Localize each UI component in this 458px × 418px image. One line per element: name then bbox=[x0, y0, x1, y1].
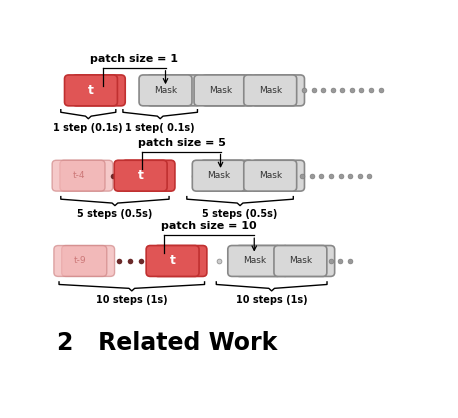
FancyBboxPatch shape bbox=[282, 245, 335, 276]
Text: t-9: t-9 bbox=[74, 257, 87, 265]
FancyBboxPatch shape bbox=[139, 75, 192, 106]
Text: 10 steps (1s): 10 steps (1s) bbox=[236, 295, 307, 305]
FancyBboxPatch shape bbox=[244, 75, 297, 106]
FancyBboxPatch shape bbox=[251, 75, 305, 106]
FancyBboxPatch shape bbox=[52, 160, 105, 191]
FancyBboxPatch shape bbox=[62, 245, 114, 276]
Text: 5 steps (0.5s): 5 steps (0.5s) bbox=[77, 209, 153, 219]
FancyBboxPatch shape bbox=[147, 75, 200, 106]
FancyBboxPatch shape bbox=[228, 245, 281, 276]
FancyBboxPatch shape bbox=[202, 75, 255, 106]
FancyBboxPatch shape bbox=[60, 160, 113, 191]
FancyBboxPatch shape bbox=[65, 75, 117, 106]
Text: 10 steps (1s): 10 steps (1s) bbox=[96, 295, 168, 305]
Text: t-4: t-4 bbox=[72, 171, 85, 180]
FancyBboxPatch shape bbox=[194, 75, 247, 106]
Text: Mask: Mask bbox=[259, 86, 282, 95]
Text: Mask: Mask bbox=[243, 257, 266, 265]
Text: Mask: Mask bbox=[154, 86, 177, 95]
FancyBboxPatch shape bbox=[54, 245, 107, 276]
Text: Mask: Mask bbox=[259, 171, 282, 180]
FancyBboxPatch shape bbox=[244, 160, 297, 191]
Text: Mask: Mask bbox=[209, 86, 232, 95]
Text: 5 steps (0.5s): 5 steps (0.5s) bbox=[202, 209, 278, 219]
FancyBboxPatch shape bbox=[72, 75, 125, 106]
Text: Mask: Mask bbox=[207, 171, 230, 180]
FancyBboxPatch shape bbox=[122, 160, 175, 191]
Text: patch size = 10: patch size = 10 bbox=[161, 222, 257, 232]
Text: t: t bbox=[138, 169, 144, 182]
Text: patch size = 5: patch size = 5 bbox=[137, 138, 225, 148]
FancyBboxPatch shape bbox=[114, 160, 167, 191]
Text: 2   Related Work: 2 Related Work bbox=[57, 331, 278, 355]
FancyBboxPatch shape bbox=[146, 245, 199, 276]
Text: patch size = 1: patch size = 1 bbox=[90, 54, 179, 64]
FancyBboxPatch shape bbox=[154, 245, 207, 276]
FancyBboxPatch shape bbox=[235, 245, 289, 276]
FancyBboxPatch shape bbox=[251, 160, 305, 191]
FancyBboxPatch shape bbox=[192, 160, 245, 191]
Text: t: t bbox=[169, 255, 175, 268]
Text: t: t bbox=[88, 84, 94, 97]
Text: 1 step (0.1s): 1 step (0.1s) bbox=[54, 122, 123, 133]
FancyBboxPatch shape bbox=[274, 245, 327, 276]
Text: 1 step( 0.1s): 1 step( 0.1s) bbox=[125, 122, 195, 133]
FancyBboxPatch shape bbox=[200, 160, 253, 191]
Text: Mask: Mask bbox=[289, 257, 312, 265]
